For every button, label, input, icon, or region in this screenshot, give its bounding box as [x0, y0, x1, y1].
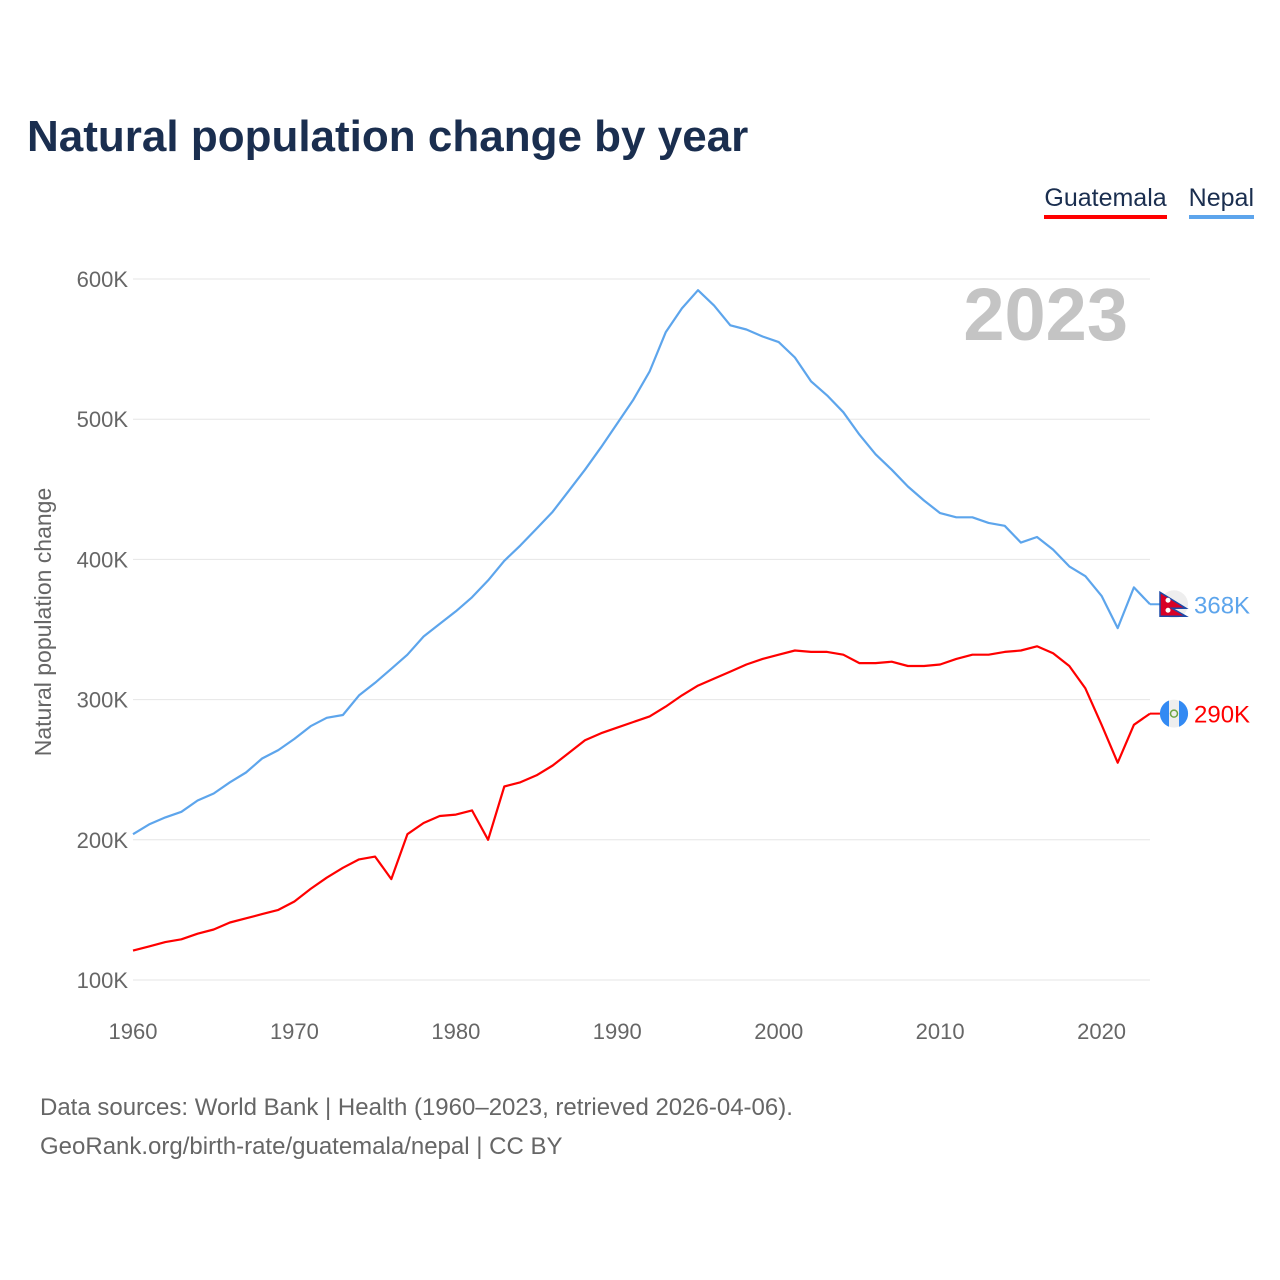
x-tick-label: 2000 [754, 1019, 803, 1044]
legend-guatemala[interactable]: Guatemala [1044, 184, 1167, 219]
y-tick-label: 100K [77, 968, 129, 993]
x-tick-label: 1960 [109, 1019, 158, 1044]
legend: Guatemala Nepal [1044, 184, 1254, 219]
legend-nepal[interactable]: Nepal [1188, 184, 1254, 219]
x-tick-label: 2010 [916, 1019, 965, 1044]
y-tick-label: 200K [77, 828, 129, 853]
end-value-label: 368K [1194, 592, 1250, 619]
data-source: Data sources: World Bank | Health (1960–… [40, 1094, 793, 1121]
year-watermark: 2023 [963, 273, 1128, 356]
x-tick-label: 1970 [270, 1019, 319, 1044]
y-tick-label: 600K [77, 267, 129, 292]
footer: Data sources: World Bank | Health (1960–… [40, 1088, 793, 1166]
chart-title: Natural population change by year [27, 112, 749, 161]
series-line-nepal [132, 289, 1151, 836]
series-line-guatemala [132, 645, 1151, 952]
nepal-flag-icon [1159, 590, 1189, 619]
y-axis-label: Natural population change [30, 488, 56, 757]
source-link[interactable]: GeoRank.org/birth-rate/guatemala/nepal |… [40, 1133, 563, 1160]
y-tick-label: 300K [77, 688, 129, 713]
guatemala-flag-icon [1159, 699, 1189, 728]
y-tick-label: 500K [77, 407, 129, 432]
end-value-label: 290K [1194, 702, 1250, 729]
y-tick-label: 400K [77, 547, 129, 572]
x-tick-label: 2020 [1077, 1019, 1126, 1044]
x-tick-label: 1990 [593, 1019, 642, 1044]
x-tick-label: 1980 [431, 1019, 480, 1044]
